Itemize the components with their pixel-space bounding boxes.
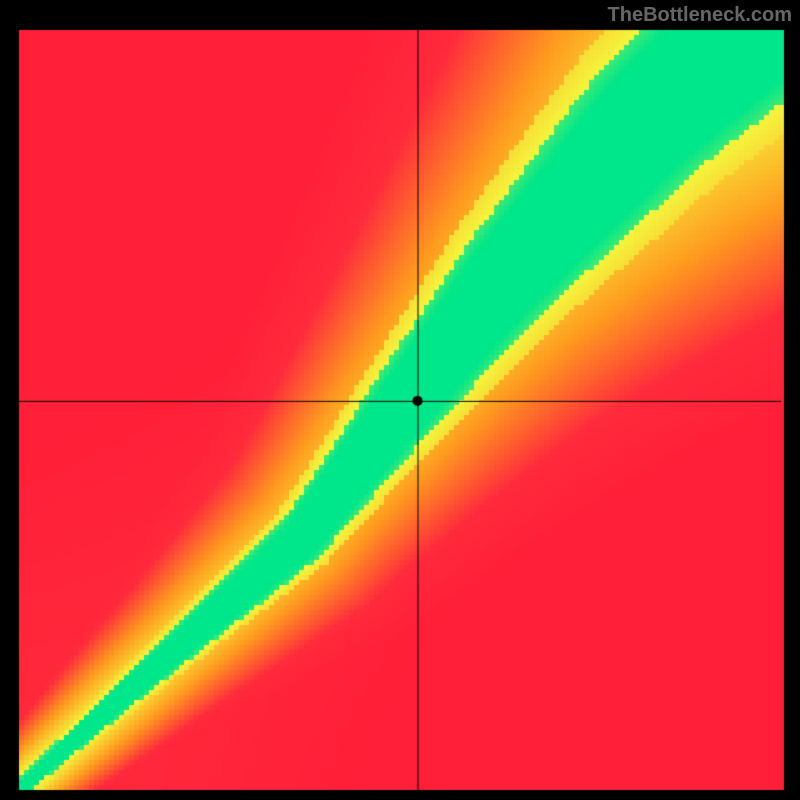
heatmap-canvas — [0, 0, 800, 800]
heatmap-chart — [0, 0, 800, 800]
watermark-text: TheBottleneck.com — [608, 4, 792, 27]
